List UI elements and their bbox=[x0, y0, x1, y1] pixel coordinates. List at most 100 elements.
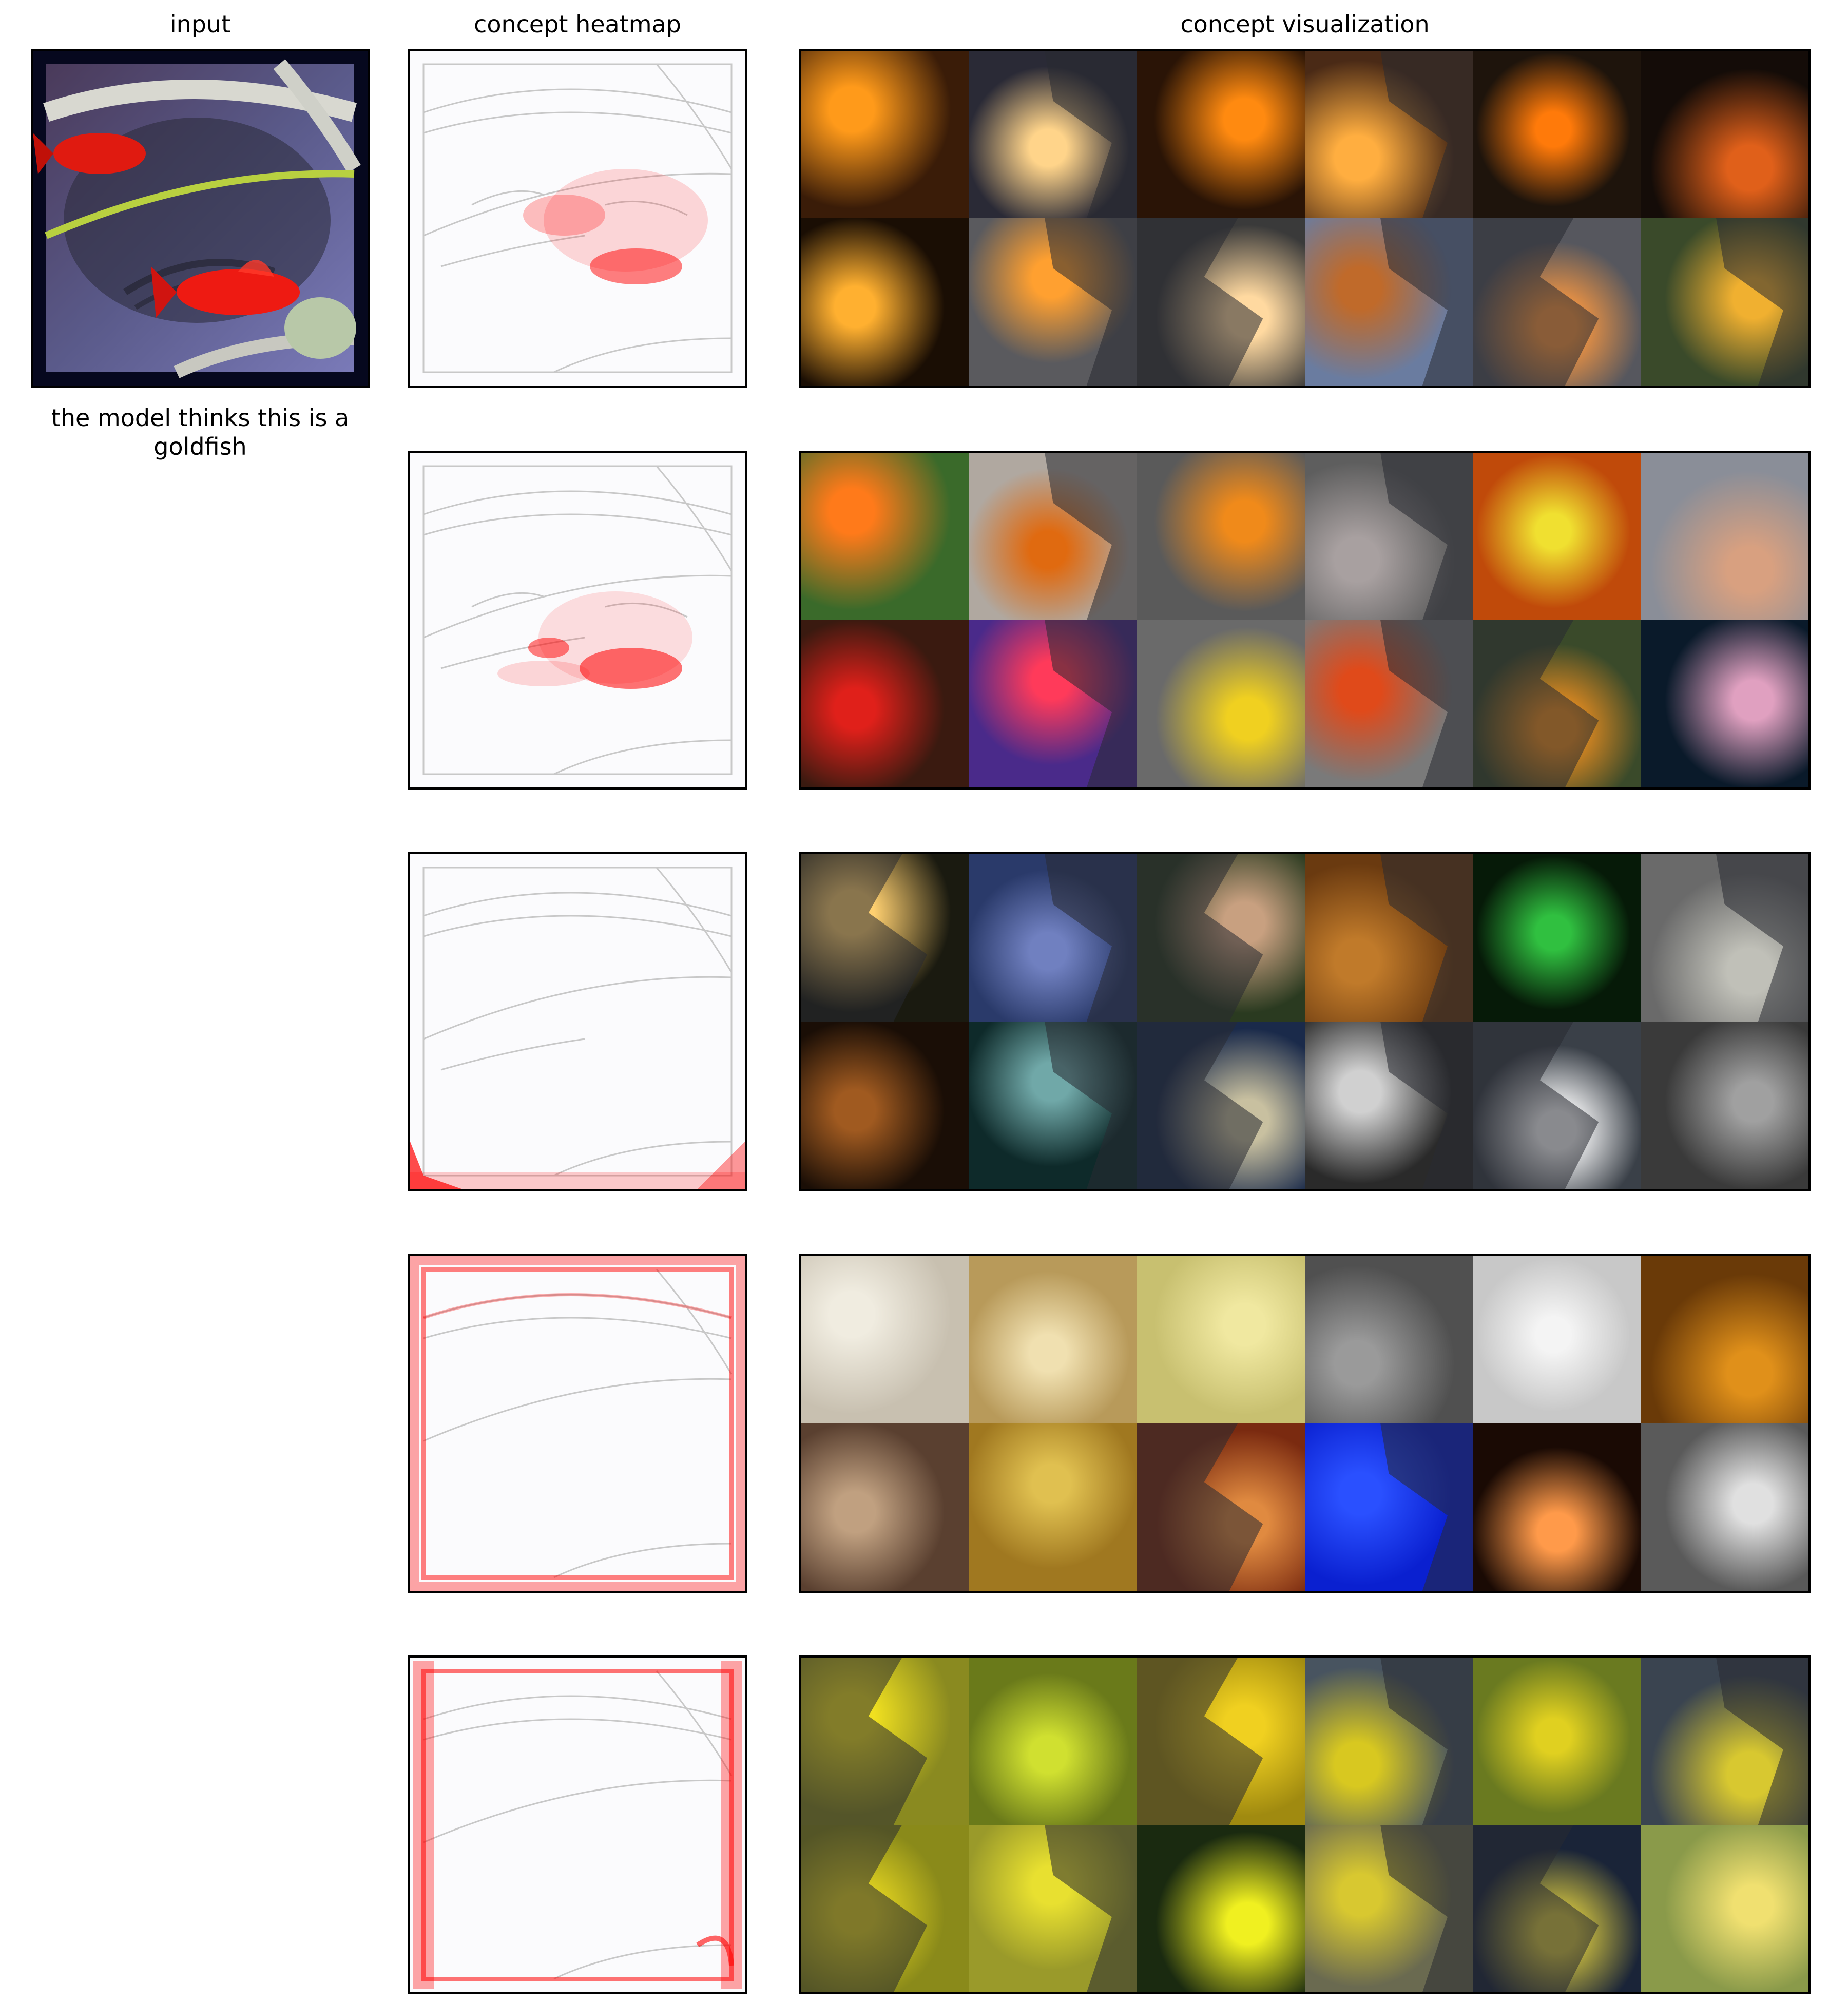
concept-tile-modern-stove bbox=[1473, 218, 1641, 386]
input-image bbox=[31, 49, 370, 388]
tile-mask-overlay bbox=[1473, 218, 1599, 386]
concept-tile-sea-mountains bbox=[1473, 1022, 1641, 1189]
concept-tile-perforated-plate bbox=[1641, 1423, 1808, 1591]
concept-visualization-3 bbox=[799, 852, 1811, 1191]
concept-heatmap-5 bbox=[408, 1656, 747, 1994]
concept-tile-snorkelers bbox=[1641, 453, 1808, 620]
concept-tile-clownfish-anemone bbox=[1641, 620, 1808, 787]
concept-tile-field-trees bbox=[1473, 1658, 1641, 1825]
tile-mask-overlay bbox=[1380, 1022, 1473, 1189]
concept-tile-man-in-suit bbox=[1137, 854, 1305, 1022]
tile-mask-overlay bbox=[1716, 218, 1808, 386]
concept-tile-honeycomb-wax bbox=[969, 1256, 1137, 1423]
concept-tile-oven-fire bbox=[969, 218, 1137, 386]
concept-heatmap-2 bbox=[408, 451, 747, 790]
concept-tile-goldfish-plant bbox=[1641, 218, 1808, 386]
tile-mask-overlay bbox=[1137, 1423, 1263, 1591]
heatmap-column-title: concept heatmap bbox=[474, 10, 681, 38]
tile-mask-overlay bbox=[1380, 620, 1473, 787]
concept-tile-small-fireplace bbox=[1641, 51, 1808, 218]
concept-tile-rapeseed-closeup bbox=[969, 1658, 1137, 1825]
tile-mask-overlay bbox=[1380, 1658, 1473, 1825]
concept-tile-rapeseed-flower bbox=[1641, 1825, 1808, 1992]
tile-mask-overlay bbox=[1045, 620, 1137, 787]
tile-mask-overlay bbox=[1137, 854, 1263, 1022]
tile-mask-overlay bbox=[1045, 1022, 1137, 1189]
concept-tile-concert-crowd bbox=[801, 1022, 969, 1189]
concept-tile-bright-field bbox=[1137, 1825, 1305, 1992]
concept-tile-golden-comb bbox=[969, 1423, 1137, 1591]
concept-visualization-2 bbox=[799, 451, 1811, 790]
tile-mask-overlay bbox=[801, 854, 928, 1022]
tile-mask-overlay bbox=[1473, 1825, 1599, 1992]
concept-tile-curtain-grey bbox=[1641, 1022, 1808, 1189]
concept-tile-fire-grate bbox=[1305, 51, 1473, 218]
concept-tile-fireplace-logs bbox=[1137, 51, 1305, 218]
concept-tile-robin-bird bbox=[1305, 218, 1473, 386]
concept-tile-glowing-hex bbox=[1473, 1423, 1641, 1591]
concept-tile-underwater-whale bbox=[969, 1022, 1137, 1189]
concept-tile-river-valley bbox=[1641, 854, 1808, 1022]
visualization-column-title: concept visualization bbox=[1180, 10, 1430, 38]
concept-tile-rapeseed-field bbox=[801, 1658, 969, 1825]
concept-tile-light-beam bbox=[1305, 1022, 1473, 1189]
tile-mask-overlay bbox=[1045, 1825, 1137, 1992]
tile-mask-overlay bbox=[1045, 854, 1137, 1022]
concept-tile-sea-anemone-yellow bbox=[1473, 453, 1641, 620]
tile-mask-overlay bbox=[1473, 1022, 1599, 1189]
concept-tile-field-hills bbox=[1305, 1658, 1473, 1825]
tile-mask-overlay bbox=[1137, 1658, 1263, 1825]
concept-visualization-5 bbox=[799, 1656, 1811, 1994]
concept-tile-fire-pit bbox=[1473, 51, 1641, 218]
concept-tile-chain-fence-dusk bbox=[969, 854, 1137, 1022]
concept-tile-fire-salamander bbox=[1137, 620, 1305, 787]
tile-mask-overlay bbox=[1473, 620, 1599, 787]
concept-tile-red-rope bbox=[801, 620, 969, 787]
concept-tile-porous-texture bbox=[801, 1423, 969, 1591]
concept-tile-rolling-field bbox=[969, 1825, 1137, 1992]
concept-tile-flames-closeup bbox=[801, 218, 969, 386]
tile-mask-overlay bbox=[1716, 1658, 1808, 1825]
concept-tile-green-light bbox=[1473, 854, 1641, 1022]
concept-tile-blue-insect bbox=[1305, 1423, 1473, 1591]
concept-tile-lorikeets bbox=[801, 453, 969, 620]
concept-tile-kayakers bbox=[1305, 620, 1473, 787]
concept-tile-field-horizon bbox=[1641, 1658, 1808, 1825]
concept-tile-lorikeet-portrait bbox=[1137, 453, 1305, 620]
concept-tile-lone-tree bbox=[1473, 1825, 1641, 1992]
concept-tile-yellow-field bbox=[1137, 1658, 1305, 1825]
concept-tile-snake-coil bbox=[1305, 453, 1473, 620]
concept-visualization-1 bbox=[799, 49, 1811, 388]
tile-mask-overlay bbox=[1380, 51, 1473, 218]
concept-visualization-4 bbox=[799, 1254, 1811, 1593]
prediction-caption: the model thinks this is a goldfish bbox=[51, 404, 350, 460]
concept-heatmap-4 bbox=[408, 1254, 747, 1593]
tile-mask-overlay bbox=[1045, 453, 1137, 620]
concept-tile-mesh-grey bbox=[1305, 1256, 1473, 1423]
concept-tile-purple-nudibranch bbox=[969, 620, 1137, 787]
tile-mask-overlay bbox=[1380, 453, 1473, 620]
concept-tile-field-grey-sky bbox=[1305, 1825, 1473, 1992]
concept-heatmap-3 bbox=[408, 852, 747, 1191]
concept-tile-honeycomb-white bbox=[801, 1256, 969, 1423]
tile-mask-overlay bbox=[1045, 218, 1137, 386]
concept-tile-wood-stove bbox=[969, 51, 1137, 218]
input-column-title: input bbox=[169, 10, 231, 38]
concept-tile-field-path bbox=[801, 1825, 969, 1992]
tile-mask-overlay bbox=[1380, 1825, 1473, 1992]
concept-tile-honeycomb-yellow bbox=[1137, 1256, 1305, 1423]
concept-tile-orange-snake bbox=[969, 453, 1137, 620]
concept-tile-lamp-light bbox=[801, 854, 969, 1022]
concept-tile-red-honeycomb bbox=[1137, 1423, 1305, 1591]
concept-tile-glass-stove bbox=[1137, 218, 1305, 386]
tile-mask-overlay bbox=[1137, 218, 1263, 386]
tile-mask-overlay bbox=[1716, 854, 1808, 1022]
concept-tile-rainbow-lorikeet bbox=[1473, 620, 1641, 787]
concept-heatmap-1 bbox=[408, 49, 747, 388]
tile-mask-overlay bbox=[1380, 1423, 1473, 1591]
concept-tile-mesh-white bbox=[1473, 1256, 1641, 1423]
tile-mask-overlay bbox=[801, 1825, 928, 1992]
concept-tile-mountains-snow bbox=[1137, 1022, 1305, 1189]
goldfish-illustration bbox=[33, 59, 361, 378]
concept-tile-campfire-logs bbox=[801, 51, 969, 218]
